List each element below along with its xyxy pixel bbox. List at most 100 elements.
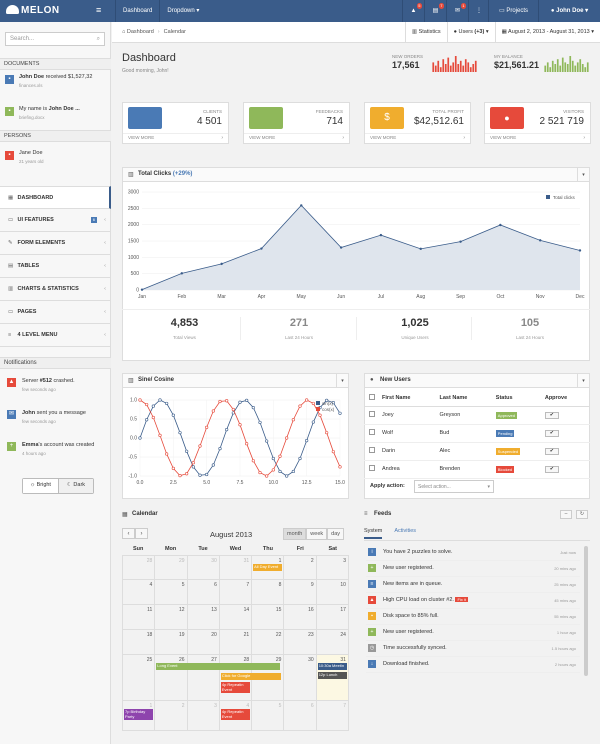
panel-dropdown-icon[interactable]: ▾ — [336, 374, 348, 388]
approve-button[interactable]: ✔ — [544, 429, 559, 437]
column-header[interactable]: Approve — [544, 391, 590, 407]
calendar-day[interactable]: 9 — [284, 580, 317, 605]
collapse-icon[interactable]: – — [560, 510, 572, 519]
calendar-day[interactable]: 26 Long Event — [155, 655, 281, 701]
tab-system[interactable]: System — [364, 528, 383, 539]
view-week-button[interactable]: week — [306, 528, 328, 540]
column-header[interactable]: Last Name — [439, 391, 496, 407]
calendar-day[interactable]: 14 — [219, 605, 253, 630]
calendar-day[interactable]: 20 — [187, 630, 220, 655]
statistics-button[interactable]: ▥ Statistics — [404, 22, 447, 43]
nav-dashboard[interactable]: Dashboard — [115, 0, 159, 22]
alerts-button[interactable]: ▲ 5 — [402, 0, 424, 22]
calendar-day[interactable]: 31 — [219, 556, 253, 580]
calendar-day[interactable]: 5 — [252, 701, 285, 731]
fix-it-button[interactable]: Fix it — [455, 597, 468, 602]
row-checkbox[interactable] — [369, 447, 375, 453]
calendar-day[interactable]: 23 — [284, 630, 317, 655]
calendar-day[interactable]: 30 — [284, 655, 317, 701]
users-button[interactable]: ● Users (+3) ▾ — [446, 22, 495, 43]
calendar-day[interactable]: 12 — [155, 605, 188, 630]
menu-dashboard[interactable]: ▦ DASHBOARD — [0, 186, 111, 209]
calendar-day[interactable]: 28 — [123, 556, 156, 580]
more-button[interactable]: ⋮ — [468, 0, 488, 22]
calendar-day[interactable]: 6 — [187, 580, 220, 605]
projects-button[interactable]: ▭ Projects — [488, 0, 538, 22]
calendar-day[interactable]: 17 — [316, 605, 349, 630]
chevron-right-icon[interactable]: › — [583, 135, 585, 141]
search-icon[interactable]: ⌕ — [96, 36, 100, 42]
column-header[interactable]: Status — [495, 391, 545, 407]
panel-dropdown-icon[interactable]: ▾ — [577, 168, 589, 182]
calendar-day[interactable]: 18 — [123, 630, 156, 655]
document-item[interactable]: ▪ My name is John Doe ... briefing.docx — [5, 106, 105, 126]
row-checkbox[interactable] — [369, 465, 375, 471]
chevron-right-icon[interactable]: › — [342, 135, 344, 141]
notification-item[interactable]: + Emma's account was created 4 hours ago — [5, 441, 109, 465]
menu-ui-features[interactable]: ▭ UI FEATURES 6 ‹ — [0, 209, 111, 232]
calendar-day-today[interactable]: 31 10:30a Meetin 12p Lunch — [316, 655, 349, 701]
panel-dropdown-icon[interactable]: ▾ — [577, 374, 589, 388]
calendar-next-button[interactable]: › — [135, 528, 148, 539]
calendar-day[interactable]: 16 — [284, 605, 317, 630]
approve-button[interactable]: ✔ — [544, 447, 559, 455]
breadcrumb-dashboard[interactable]: Dashboard — [126, 29, 154, 35]
calendar-day[interactable]: 11 — [123, 605, 156, 630]
select-all-checkbox[interactable] — [369, 394, 375, 401]
calendar-day[interactable]: 2 — [155, 701, 188, 731]
calendar-day[interactable]: 22 — [252, 630, 285, 655]
calendar-day[interactable]: 5 — [155, 580, 188, 605]
calendar-day[interactable]: 1 All Day Event — [252, 556, 285, 580]
notification-item[interactable]: ✉ John sent you a message few seconds ag… — [5, 409, 109, 433]
calendar-day[interactable]: 24 — [316, 630, 349, 655]
menu-form-elements[interactable]: ✎ FORM ELEMENTS ‹ — [0, 232, 111, 255]
search-input[interactable]: Search... ⌕ — [5, 32, 105, 46]
approve-button[interactable]: ✔ — [544, 465, 559, 473]
calendar-day[interactable]: 25 — [123, 655, 156, 701]
calendar-event[interactable]: 4p Repeatin Event — [220, 682, 250, 693]
calendar-day[interactable]: 15 — [252, 605, 285, 630]
calendar-prev-button[interactable]: ‹ — [122, 528, 135, 539]
calendar-day[interactable]: 7 — [219, 580, 253, 605]
calendar-day[interactable]: 10 — [316, 580, 349, 605]
calendar-day[interactable]: 27 — [187, 655, 220, 701]
feeds-scrollbar[interactable] — [584, 546, 588, 676]
view-more-link[interactable]: VIEW MORE — [490, 135, 517, 140]
brand-logo[interactable]: MELON — [6, 5, 60, 16]
calendar-day[interactable]: 1 7p Birthday Party — [123, 701, 156, 731]
calendar-event[interactable]: Long Event — [156, 663, 281, 670]
view-day-button[interactable]: day — [327, 528, 345, 540]
theme-bright-button[interactable]: ☼ Bright — [23, 479, 58, 493]
calendar-day[interactable]: 3 — [187, 701, 220, 731]
view-more-link[interactable]: VIEW MORE — [128, 135, 155, 140]
refresh-icon[interactable]: ↻ — [576, 510, 588, 519]
calendar-event[interactable]: Click for Google — [220, 673, 281, 680]
calendar-day[interactable]: 30 — [187, 556, 220, 580]
tasks-button[interactable]: ▤ 7 — [424, 0, 446, 22]
calendar-day[interactable]: 2 — [284, 556, 317, 580]
user-menu[interactable]: ● John Doe ▾ — [538, 0, 600, 22]
calendar-day[interactable]: 28 Click for Google 4p Repeatin Event — [219, 655, 281, 701]
apply-action-select[interactable]: Select action... ▾ — [414, 480, 494, 493]
calendar-day[interactable]: 13 — [187, 605, 220, 630]
calendar-event[interactable]: 7p Birthday Party — [124, 709, 153, 720]
calendar-day[interactable]: 19 — [155, 630, 188, 655]
calendar-event[interactable]: 10:30a Meetin — [317, 663, 347, 670]
chevron-right-icon[interactable]: › — [463, 135, 465, 141]
row-checkbox[interactable] — [369, 411, 375, 417]
notification-item[interactable]: ▲ Server #512 crashed. few seconds ago — [5, 377, 109, 401]
calendar-day[interactable]: 8 — [252, 580, 285, 605]
menu-toggle-icon[interactable]: ≡ — [96, 5, 102, 15]
calendar-day[interactable]: 4 — [123, 580, 156, 605]
calendar-event[interactable]: 12p Lunch — [317, 672, 347, 679]
menu-charts[interactable]: ▥ CHARTS & STATISTICS ‹ — [0, 278, 111, 301]
calendar-day[interactable]: 29 — [155, 556, 188, 580]
calendar-event[interactable]: 4p Repeatin Event — [220, 709, 250, 720]
menu-pages[interactable]: ▭ PAGES ‹ — [0, 301, 111, 324]
chevron-right-icon[interactable]: › — [221, 135, 223, 141]
approve-button[interactable]: ✔ — [544, 411, 559, 419]
view-more-link[interactable]: VIEW MORE — [249, 135, 276, 140]
nav-dropdown[interactable]: Dropdown ▾ — [159, 0, 206, 22]
row-checkbox[interactable] — [369, 429, 375, 435]
person-item[interactable]: ▪ Jane Doe 21 years old — [5, 150, 105, 170]
